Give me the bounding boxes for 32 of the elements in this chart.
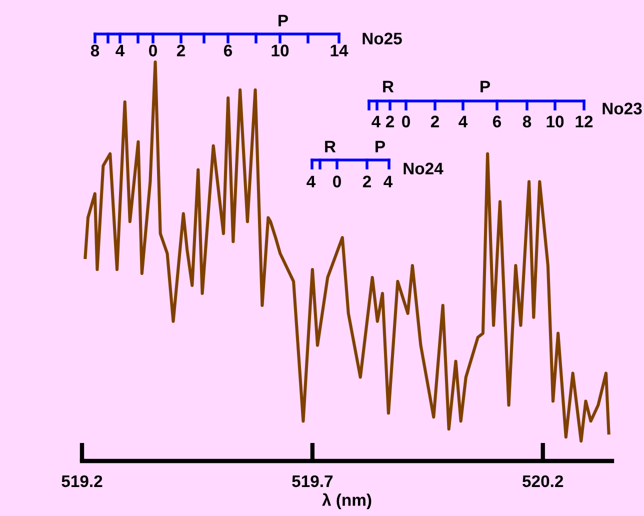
text: 2 (176, 44, 185, 56)
x-tick-label: 519.2 (62, 475, 102, 488)
annotation: No23 (602, 102, 642, 114)
x-axis-title: λ (nm) (322, 493, 372, 510)
annotation: 4 (372, 116, 381, 128)
annotation: 0 (402, 116, 410, 128)
annotation: 4 (306, 176, 316, 188)
text: 4 (116, 44, 125, 56)
annotation: R (325, 140, 336, 152)
annotation: 4 (458, 116, 468, 128)
text: 0 (149, 44, 157, 56)
text: 8 (90, 44, 100, 56)
text: No25 (362, 32, 402, 44)
annotation: R (383, 80, 394, 92)
text: 6 (224, 44, 232, 56)
text: 14 (330, 44, 348, 56)
annotation: 8 (522, 116, 532, 128)
text: P (278, 14, 288, 26)
annotation: 10 (546, 116, 564, 128)
annotation: No24 (404, 162, 444, 174)
annotation: 12 (576, 116, 593, 128)
annotation: 2 (386, 116, 394, 128)
annotation: P (480, 80, 490, 92)
annotation: P (376, 140, 385, 152)
annotation: 2 (362, 176, 371, 188)
x-tick-label: 519.7 (292, 475, 333, 488)
text: 10 (272, 44, 289, 56)
annotation: 0 (333, 176, 341, 188)
x-tick-label: 520.2 (522, 475, 564, 488)
annotation: 2 (430, 116, 439, 128)
annotation: 6 (492, 116, 502, 128)
annotation: 4 (384, 176, 393, 188)
